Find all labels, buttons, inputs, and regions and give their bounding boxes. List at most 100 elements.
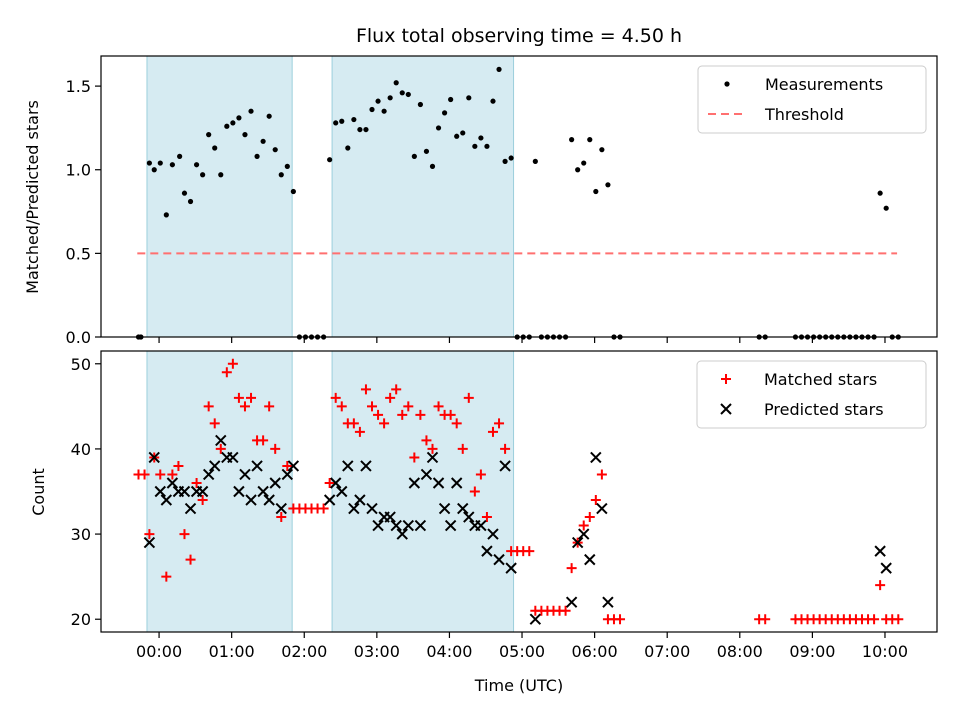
matched-star-point <box>451 418 462 429</box>
predicted-star-point <box>571 536 584 549</box>
matched-star-point <box>264 401 275 412</box>
predicted-star-point <box>880 562 892 574</box>
predicted-star-point <box>481 545 493 557</box>
measurement-point <box>230 120 236 126</box>
matched-star-point <box>524 546 535 557</box>
x-tick-label: 09:00 <box>789 642 835 661</box>
matched-star-point <box>179 529 190 540</box>
predicted-star-point <box>505 562 517 574</box>
legend-box <box>696 360 927 429</box>
matched-star-point <box>397 409 408 420</box>
shaded-interval <box>146 55 293 338</box>
measurement-point <box>212 145 218 151</box>
matched-star-point <box>615 614 626 625</box>
measurement-point <box>605 182 611 188</box>
matched-star-point <box>246 392 257 403</box>
predicted-star-point <box>160 494 173 506</box>
x-axis-label: Time (UTC) <box>474 676 563 695</box>
predicted-star-point <box>402 519 415 532</box>
matched-star-point <box>494 418 505 429</box>
y-tick-label: 50 <box>71 355 91 374</box>
measurement-point <box>393 80 399 86</box>
measurement-point <box>345 145 351 151</box>
matched-star-point <box>276 512 287 523</box>
matched-star-point <box>584 512 595 523</box>
axes-frame <box>100 350 938 633</box>
predicted-star-point <box>239 468 251 481</box>
predicted-star-point <box>450 477 463 489</box>
legend: Matched stars Predicted stars <box>696 360 927 429</box>
predicted-star-point <box>432 477 445 489</box>
matched-star-point <box>161 571 172 582</box>
predicted-star-point <box>444 519 457 532</box>
measurement-point <box>417 101 423 108</box>
measurement-point <box>454 133 460 139</box>
y-tick-label: 30 <box>71 525 91 544</box>
measurement-point <box>593 188 599 195</box>
legend-marker-plus <box>721 374 731 384</box>
matched-star-point <box>560 605 571 616</box>
matched-star-point <box>221 367 232 378</box>
predicted-star-point <box>384 511 396 523</box>
measurement-point <box>399 90 405 96</box>
matched-star-point <box>427 443 438 454</box>
matched-star-point <box>209 418 220 429</box>
predicted-star-point <box>874 545 886 557</box>
predicted-star-point <box>438 502 451 515</box>
measurement-point <box>532 158 538 164</box>
y-tick-label: 0.0 <box>66 328 91 347</box>
predicted-star-point <box>596 502 608 515</box>
matched-star-point <box>475 469 486 480</box>
predicted-star-point <box>366 502 378 515</box>
measurement-point <box>460 130 466 136</box>
x-tick-label: 00:00 <box>136 642 182 661</box>
x-tick-label: 08:00 <box>717 642 763 661</box>
matched-star-point <box>203 401 214 412</box>
measurement-point <box>369 106 375 113</box>
predicted-star-point <box>215 434 227 447</box>
shaded-interval <box>331 55 515 338</box>
measurement-point <box>429 163 436 169</box>
predicted-star-point <box>529 613 542 625</box>
matched-star-point <box>893 614 904 625</box>
predicted-star-point <box>184 502 197 515</box>
x-tick-label: 01:00 <box>209 642 255 661</box>
matched-star-point <box>457 443 468 454</box>
measurement-point <box>200 172 206 178</box>
measurement-point <box>163 212 169 218</box>
measurement-point <box>260 138 266 144</box>
measurement-point <box>248 108 254 114</box>
x-tick-label: 07:00 <box>644 642 690 661</box>
predicted-star-point <box>342 460 354 472</box>
measurement-point <box>435 125 442 131</box>
predicted-star-point <box>390 519 402 532</box>
predicted-star-point <box>245 494 257 506</box>
x-tick-label: 03:00 <box>354 642 400 661</box>
matched-star-point <box>379 418 390 429</box>
matched-star-point <box>391 384 402 395</box>
matched-star-point <box>258 435 269 446</box>
predicted-star-point <box>414 519 427 532</box>
bottom-panel: 20 30 40 50 00:00 01:00 02:00 03:00 04:00 05:00 06… <box>71 350 938 661</box>
matched-star-point <box>409 452 420 463</box>
measurement-point <box>351 116 357 123</box>
predicted-star-point <box>263 494 275 506</box>
measurement-point <box>218 172 224 178</box>
predicted-star-point <box>257 485 269 498</box>
measurement-point <box>193 162 200 168</box>
predicted-star-point <box>565 596 578 608</box>
matched-star-point <box>167 469 178 480</box>
predicted-star-point <box>202 468 215 481</box>
matched-star-point <box>469 486 480 497</box>
top-y-axis-label: Matched/Predicted stars <box>23 100 42 294</box>
predicted-star-point <box>602 596 614 608</box>
predicted-star-point <box>426 451 439 464</box>
matched-star-point <box>869 614 880 625</box>
matched-star-point <box>191 477 202 488</box>
measurement-point <box>363 126 369 133</box>
matched-star-point <box>239 401 250 412</box>
x-tick-label: 04:00 <box>426 642 472 661</box>
predicted-star-point <box>584 553 596 566</box>
matched-star-point <box>318 503 329 514</box>
